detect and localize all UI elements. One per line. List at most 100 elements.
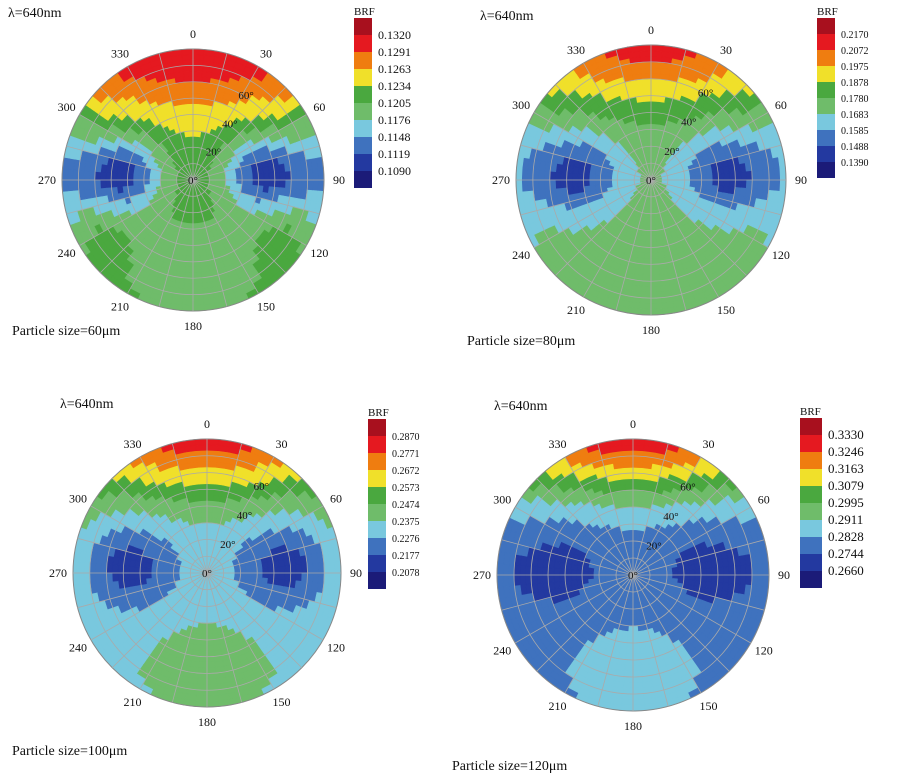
contour-cell: [192, 103, 200, 110]
contour-cell: [186, 114, 194, 121]
contour-cell: [111, 564, 119, 574]
legend-swatch: [354, 154, 372, 171]
contour-cell: [192, 223, 198, 230]
contour-cell: [643, 258, 652, 265]
contour-cell: [650, 297, 663, 305]
contour-cell: [555, 171, 562, 181]
contour-cell: [187, 119, 194, 126]
contour-cell: [192, 239, 200, 246]
contour-cell: [312, 572, 319, 584]
legend-label: 0.1205: [378, 96, 411, 110]
zenith-label: 60°: [238, 90, 253, 102]
contour-cell: [117, 564, 124, 574]
contour-cell: [132, 184, 140, 191]
azimuth-label: 270: [492, 173, 510, 187]
contour-cell: [256, 567, 264, 574]
contour-cell: [192, 244, 200, 252]
legend-label: 0.1176: [378, 113, 411, 127]
contour-cell: [206, 617, 212, 624]
contour-cell: [694, 170, 702, 177]
contour-cell: [740, 171, 747, 181]
contour-cell: [149, 179, 156, 185]
contour-cell: [295, 564, 303, 574]
contour-cell: [183, 277, 194, 285]
contour-cell: [192, 288, 204, 295]
contour-cell: [773, 168, 781, 181]
legend-label: 0.1585: [841, 126, 869, 137]
contour-cell: [605, 179, 613, 185]
contour-cell: [156, 572, 163, 578]
contour-cell: [192, 299, 205, 306]
contour-cell: [197, 466, 208, 474]
contour-cell: [655, 229, 662, 237]
contour-cell: [138, 174, 145, 181]
contour-cell: [203, 539, 208, 546]
contour-cell: [317, 179, 325, 192]
contour-cell: [206, 472, 217, 479]
contour-cell: [757, 169, 764, 181]
contour-cell: [650, 89, 660, 97]
contour-cell: [247, 174, 254, 181]
contour-cell: [128, 565, 136, 574]
contour-cell: [642, 84, 652, 91]
legend-label: 0.2072: [841, 46, 869, 57]
contour-cell: [571, 179, 579, 188]
contour-cell: [181, 54, 194, 61]
contour-cell: [684, 176, 691, 181]
contour-cell: [594, 179, 601, 186]
contour-cell: [197, 667, 208, 674]
contour-cell: [301, 572, 308, 583]
contour-cell: [655, 235, 663, 242]
azimuth-label: 60: [775, 98, 787, 112]
contour-cell: [642, 269, 652, 276]
contour-cell: [192, 282, 203, 290]
contour-cell: [306, 179, 314, 191]
contour-cell: [138, 179, 145, 186]
contour-cell: [639, 302, 652, 310]
contour-cell: [198, 661, 208, 669]
contour-cell: [312, 562, 319, 574]
contour-cell: [729, 172, 736, 181]
contour-cell: [78, 179, 85, 191]
contour-cell: [650, 263, 660, 271]
contour-cell: [156, 576, 164, 583]
contour-cell: [650, 106, 658, 114]
contour-cell: [285, 171, 292, 181]
contour-cell: [583, 173, 590, 181]
contour-cell: [640, 286, 652, 293]
contour-cell: [779, 167, 787, 181]
contour-cell: [206, 606, 211, 613]
azimuth-label: 210: [111, 299, 129, 313]
contour-cell: [206, 639, 214, 646]
legend-swatch: [354, 35, 372, 52]
contour-cell: [234, 569, 241, 574]
contour-cell: [768, 179, 776, 192]
legend-swatch: [354, 137, 372, 154]
contour-cell: [650, 213, 655, 220]
contour-cell: [650, 78, 661, 86]
contour-cell: [206, 633, 214, 641]
contour-cell: [197, 472, 208, 479]
contour-cell: [526, 179, 534, 192]
contour-cell: [192, 97, 201, 105]
contour-cell: [182, 65, 194, 72]
legend-swatch: [817, 130, 835, 146]
contour-cell: [197, 672, 208, 680]
legend-title: BRF: [354, 6, 375, 18]
contour-cell: [106, 563, 113, 574]
contour-cell: [206, 644, 215, 652]
legend-swatch: [817, 18, 835, 34]
zenith-label: 20°: [664, 146, 679, 158]
contour-cell: [740, 179, 747, 189]
contour-cell: [290, 179, 298, 190]
contour-cell: [182, 119, 189, 127]
contour-cell: [199, 494, 208, 502]
contour-cell: [301, 563, 308, 574]
contour-cell: [210, 616, 217, 624]
legend-label: 0.1780: [841, 94, 869, 105]
contour-cell: [100, 563, 108, 574]
contour-cell: [67, 179, 74, 192]
contour-cell: [206, 466, 217, 474]
contour-cell: [734, 179, 742, 189]
contour-cell: [650, 230, 657, 237]
